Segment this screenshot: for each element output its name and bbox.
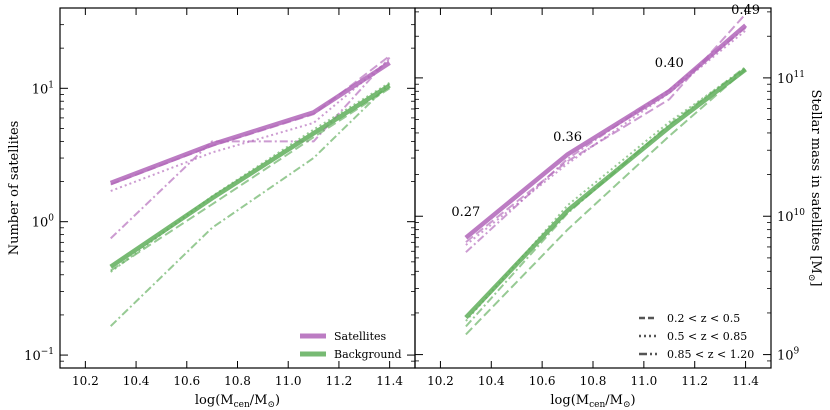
y-tick-label: 109	[777, 347, 800, 364]
series-line-background-0-85-z-1-20	[465, 66, 747, 328]
x-tick-label: 11.4	[376, 374, 403, 388]
right-panel: 10.2 10.4 10.6 10.8 11.0 11.2 11.4 109 1010 1011 l…	[414, 3, 823, 410]
annotation-0-49: 0.49	[731, 3, 760, 18]
legend-label-satellites: Satellites	[334, 330, 387, 343]
x-axis-label: log(Mcen​/M⊙​)	[195, 393, 280, 410]
x-tick-label: 10.8	[580, 374, 607, 388]
series-group	[464, 13, 748, 336]
series-line-satellites	[109, 61, 391, 186]
y-tick-label: 1010	[777, 208, 805, 225]
y-tick-label: 101	[32, 80, 54, 97]
series-line-background-0-2-z-0-5	[110, 87, 391, 272]
x-tick-label: 11.0	[630, 374, 657, 388]
legend: Satellites Background	[300, 330, 402, 361]
legend-label-0-85-z-1-20: 0.85 < z < 1.20	[667, 348, 754, 361]
annotation-0-36: 0.36	[553, 130, 582, 145]
legend-label-0-2-z-0-5: 0.2 < z < 0.5	[667, 312, 740, 325]
legend-label-background: Background	[334, 348, 402, 361]
x-tick-label: 11.4	[732, 374, 759, 388]
y-tick-label: 100	[32, 214, 55, 231]
series-line-satellites-0-2-z-0-5	[465, 13, 747, 243]
series-line-satellites-0-2-z-0-5	[110, 55, 391, 186]
legend-label-0-5-z-0-85: 0.5 < z < 0.85	[667, 330, 747, 343]
y-axis-label: Stellar mass in satellites [M⊙​]	[806, 90, 823, 287]
series-line-background-0-85-z-1-20	[110, 83, 391, 327]
x-tick-label: 10.6	[173, 374, 200, 388]
series-line-background	[109, 83, 391, 269]
annotation-0-27: 0.27	[451, 205, 480, 220]
series-line-satellites-0-85-z-1-20	[465, 27, 747, 253]
series-line-satellites-0-5-z-0-85	[110, 58, 391, 192]
series-line-satellites	[464, 23, 748, 240]
x-tick-label: 10.2	[427, 374, 454, 388]
x-tick-label: 10.8	[224, 374, 251, 388]
x-tick-label: 10.4	[478, 374, 505, 388]
x-tick-label: 10.4	[123, 374, 150, 388]
legend: 0.2 < z < 0.5 0.5 < z < 0.85 0.85 < z < 1.…	[639, 312, 754, 361]
y-tick-label: 10−1	[24, 347, 54, 364]
x-tick-label: 10.6	[529, 374, 556, 388]
x-tick-label: 11.2	[681, 374, 708, 388]
y-tick-label: 1011	[777, 70, 805, 87]
x-tick-label: 11.2	[326, 374, 353, 388]
left-panel: 10.2 10.4 10.6 10.8 11.0 11.2 11.4 10−1 100 101 lo…	[7, 7, 416, 410]
series-line-background-0-2-z-0-5	[465, 68, 747, 336]
x-tick-label: 10.2	[72, 374, 99, 388]
annotation-0-40: 0.40	[655, 56, 684, 71]
y-axis-label: Number of satellites	[7, 121, 22, 256]
series-line-satellites-0-85-z-1-20	[110, 56, 391, 240]
x-tick-label: 11.0	[275, 374, 302, 388]
x-axis-label: log(Mcen​/M⊙​)	[550, 393, 635, 410]
series-group	[109, 55, 391, 327]
